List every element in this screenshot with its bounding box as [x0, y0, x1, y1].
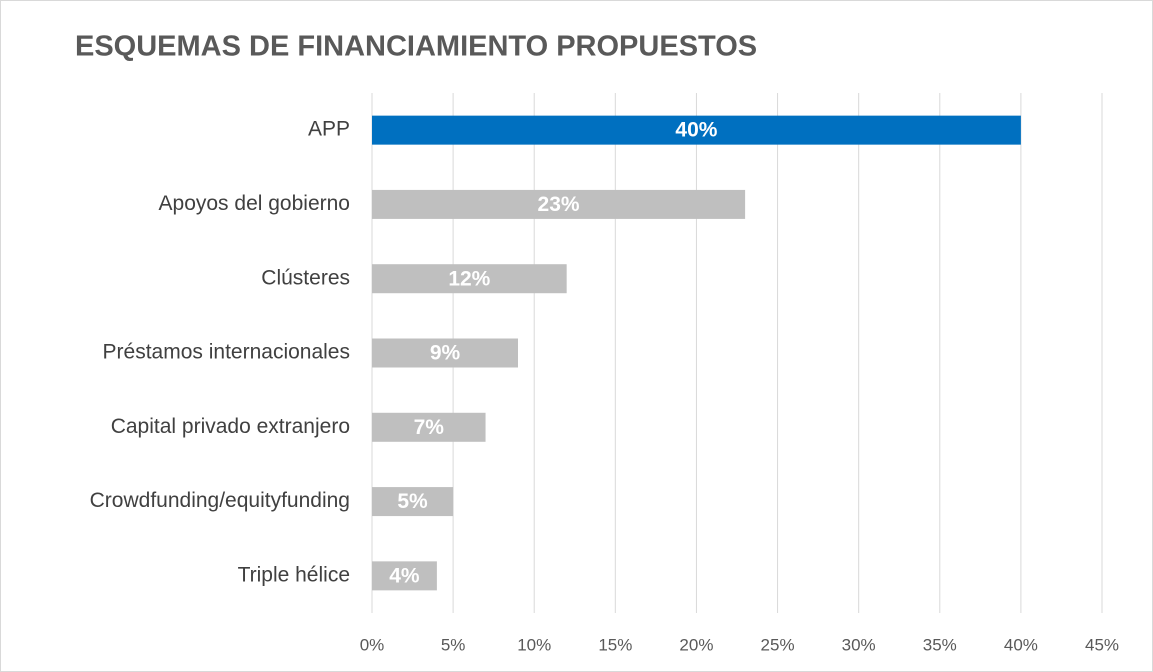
y-tick-label: Clústeres: [261, 266, 350, 289]
x-tick-label: 0%: [360, 635, 385, 654]
y-tick-label: Capital privado extranjero: [111, 415, 350, 438]
x-tick-label: 40%: [1004, 635, 1038, 654]
value-label: 40%: [675, 119, 717, 142]
chart-title: ESQUEMAS DE FINANCIAMIENTO PROPUESTOS: [75, 31, 757, 63]
value-label: 5%: [397, 490, 428, 513]
x-tick-label: 35%: [923, 635, 957, 654]
y-tick-label: Triple hélice: [238, 563, 350, 586]
x-tick-label: 20%: [679, 635, 713, 654]
value-label: 7%: [414, 416, 445, 439]
value-label: 12%: [448, 267, 490, 290]
bar: [372, 115, 1021, 145]
x-tick-label: 30%: [842, 635, 876, 654]
x-tick-label: 5%: [441, 635, 466, 654]
value-label: 23%: [538, 193, 580, 216]
x-tick-label: 45%: [1085, 635, 1119, 654]
bar: [372, 412, 486, 442]
bar: [372, 561, 437, 591]
x-tick-label: 10%: [517, 635, 551, 654]
value-label: 4%: [389, 564, 420, 587]
y-tick-label: Apoyos del gobierno: [159, 192, 350, 215]
y-tick-label: Crowdfunding/equityfunding: [90, 489, 350, 512]
bar: [372, 487, 454, 517]
y-tick-label: Préstamos internacionales: [103, 341, 350, 364]
bar: [372, 189, 746, 219]
y-tick-label: APP: [308, 118, 350, 141]
bar: [372, 264, 567, 294]
x-tick-label: 15%: [598, 635, 632, 654]
value-label: 9%: [430, 342, 461, 365]
bar: [372, 338, 518, 368]
x-tick-label: 25%: [761, 635, 795, 654]
